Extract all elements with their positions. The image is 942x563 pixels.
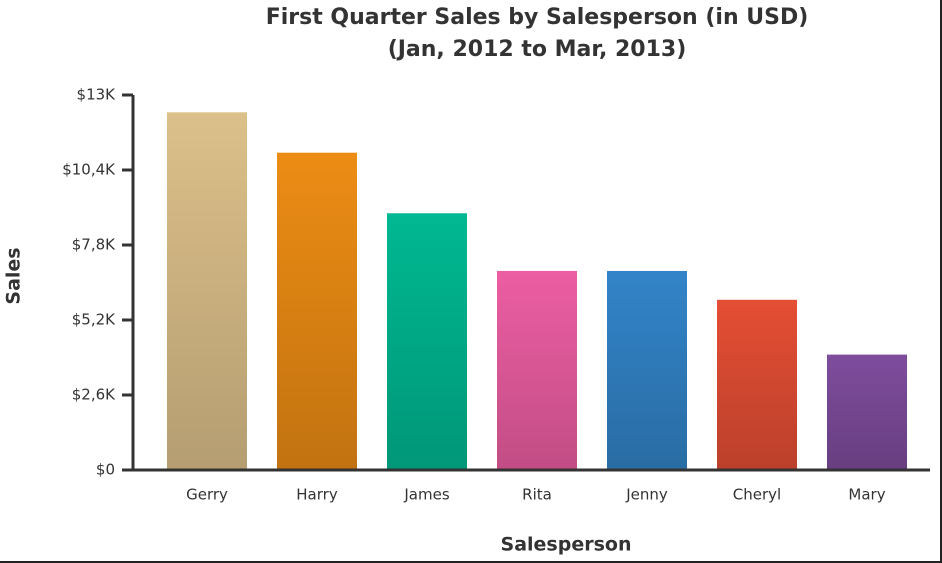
bar-shade [717, 299, 797, 470]
chart-title: First Quarter Sales by Salesperson (in U… [266, 5, 809, 30]
y-tick-label: $2,6K [72, 386, 116, 404]
bar-shade [277, 152, 357, 470]
chart-subtitle: (Jan, 2012 to Mar, 2013) [388, 37, 687, 62]
bar-shade [497, 270, 577, 470]
x-tick-label: Mary [848, 486, 885, 504]
plot: $0 $2,6K $5,2K $7,8K $10,4K $13K Gerry Harry Jam… [62, 86, 907, 504]
x-tick-label: Jenny [625, 486, 668, 504]
x-tick-label: Gerry [186, 486, 228, 504]
bar-shade [607, 270, 687, 470]
y-tick-label: $7,8K [72, 236, 116, 254]
y-tick-label: $10,4K [62, 161, 116, 179]
x-tick-label: Harry [296, 486, 338, 504]
y-tick-label: $13K [77, 86, 117, 104]
x-tick-label: Rita [522, 486, 552, 504]
x-axis-title: Salesperson [501, 534, 632, 556]
bar-shade [167, 112, 247, 471]
y-tick-label: $0 [96, 461, 115, 479]
y-axis-title: Sales [3, 247, 25, 304]
x-tick-label: Cheryl [733, 486, 781, 504]
x-tick-label: James [403, 486, 449, 504]
bar-shade [827, 354, 907, 470]
bar-shade [387, 213, 467, 470]
y-tick-label: $5,2K [72, 311, 116, 329]
